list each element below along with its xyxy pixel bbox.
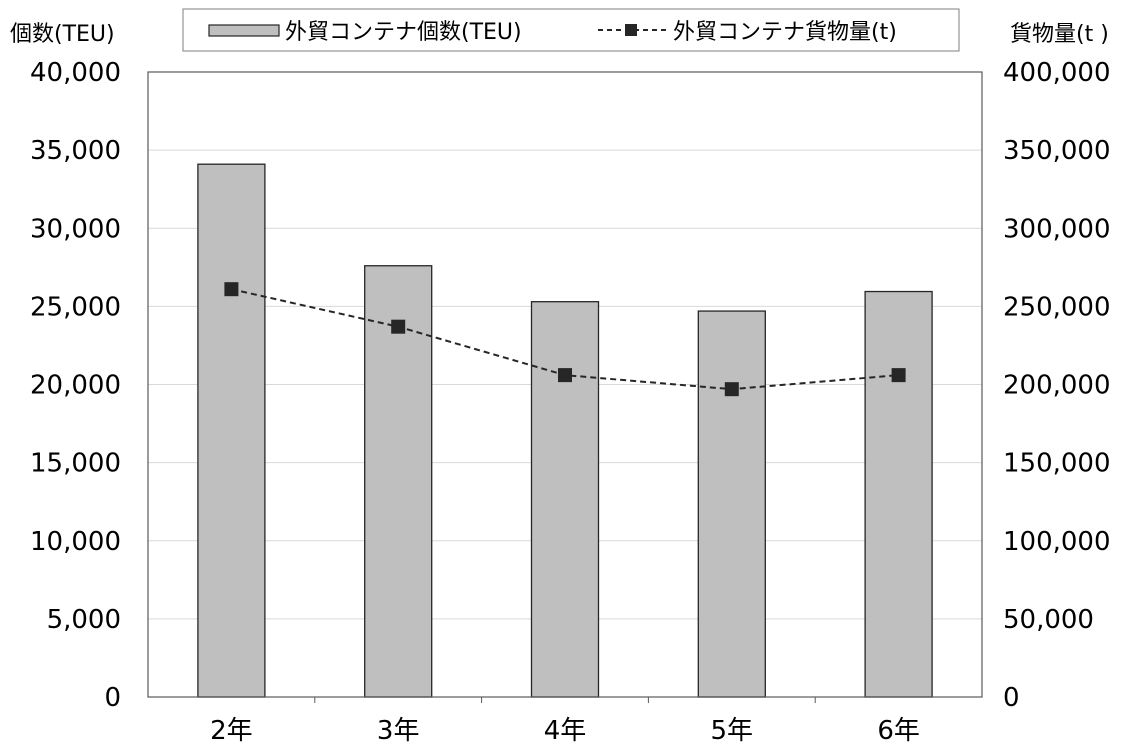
x-axis-category-label: 5年 <box>711 716 754 745</box>
bar <box>864 290 933 698</box>
left-axis-tick-label: 25,000 <box>30 292 121 322</box>
legend-bar-label: 外貿コンテナ個数(TEU) <box>285 20 522 45</box>
right-axis-tick-label: 400,000 <box>1003 58 1111 88</box>
line-series <box>224 282 906 397</box>
left-axis-tick-label: 10,000 <box>30 527 121 557</box>
right-axis-title: 貨物量(t ) <box>1010 22 1109 47</box>
axes: 0 5,000 10,000 15,000 20,000 25,000 30,000 35,0… <box>30 58 1111 746</box>
right-axis-tick-label: 0 <box>1003 683 1020 713</box>
right-axis-tick-label: 100,000 <box>1003 527 1111 557</box>
x-axis-category-label: 2年 <box>210 716 253 745</box>
bar <box>530 301 600 698</box>
left-axis-title: 個数(TEU) <box>10 22 115 47</box>
line-marker <box>891 368 906 383</box>
right-axis-tick-label: 300,000 <box>1003 214 1111 244</box>
legend-bar-swatch <box>208 24 280 37</box>
left-axis-tick-label: 15,000 <box>30 449 121 479</box>
line-marker <box>558 368 572 383</box>
x-axis-category-label: 6年 <box>877 716 920 745</box>
bar-series <box>197 163 933 698</box>
line-marker <box>724 382 739 397</box>
legend-line-label: 外貿コンテナ貨物量(t) <box>673 20 897 45</box>
bar <box>697 310 766 698</box>
x-axis-category-label: 4年 <box>544 716 587 745</box>
legend-line-marker <box>625 24 637 36</box>
plot-area-frame <box>147 71 983 698</box>
line-marker <box>391 319 406 334</box>
left-axis-tick-label: 5,000 <box>47 605 121 635</box>
bar <box>197 163 266 698</box>
line-marker <box>224 282 239 297</box>
right-axis-tick-label: 200,000 <box>1003 371 1111 401</box>
right-axis-tick-label: 250,000 <box>1003 292 1111 322</box>
left-axis-tick-label: 0 <box>104 683 121 713</box>
left-axis-tick-label: 30,000 <box>30 214 121 244</box>
left-axis-tick-label: 20,000 <box>30 371 121 401</box>
right-axis-tick-label: 350,000 <box>1003 136 1111 166</box>
left-axis-tick-label: 35,000 <box>30 136 121 166</box>
legend-frame <box>182 8 960 52</box>
right-axis-tick-label: 50,000 <box>1003 605 1094 635</box>
x-axis-category-label: 3年 <box>377 716 420 745</box>
legend: 外貿コンテナ個数(TEU) 外貿コンテナ貨物量(t) <box>182 8 960 52</box>
left-axis-tick-label: 40,000 <box>30 58 121 88</box>
right-axis-tick-label: 150,000 <box>1003 449 1111 479</box>
